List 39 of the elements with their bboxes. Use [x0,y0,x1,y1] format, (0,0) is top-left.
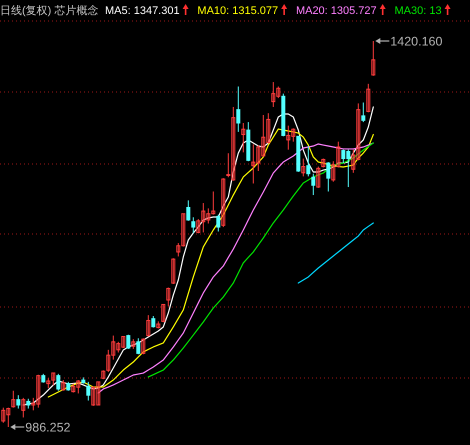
candlestick [51,372,56,386]
candlestick [191,216,196,234]
candlestick [21,397,26,418]
candlestick [326,162,330,192]
annotation: 986.252 [25,420,71,434]
candlestick [166,287,170,307]
candlestick [131,338,136,350]
candlestick [141,338,146,355]
candlestick [61,380,66,392]
candlestick [221,178,226,228]
candlestick [11,390,16,408]
text: 1420.160 [390,34,442,48]
candlestick [236,86,240,132]
candlestick [366,83,370,113]
candlestick [46,378,50,389]
candlestick [126,334,130,350]
candlestick [161,304,166,323]
candlestick [171,258,176,284]
candlestick [216,214,220,232]
candlestick [241,122,246,153]
candlestick [56,373,60,392]
text: MA5: 1347.301 [104,5,180,17]
candlestick [26,398,30,410]
candlestick [151,316,156,328]
candlestick [301,158,306,177]
candlestick [86,381,90,402]
candlestick [306,146,310,177]
text: MA30: 13 [394,5,442,17]
chart-title: 日线(复权) 芯片概念 [0,4,98,17]
candlestick [186,200,190,222]
candlestick [371,40,376,76]
candlestick [146,314,150,337]
text: MA20: 1305.727 [296,5,377,17]
candlestick [361,102,366,123]
candlestick [316,166,320,188]
candlestick [311,173,316,196]
candlestick [16,394,20,410]
text: MA10: 1315.077 [197,5,278,17]
candlestick [136,338,140,355]
